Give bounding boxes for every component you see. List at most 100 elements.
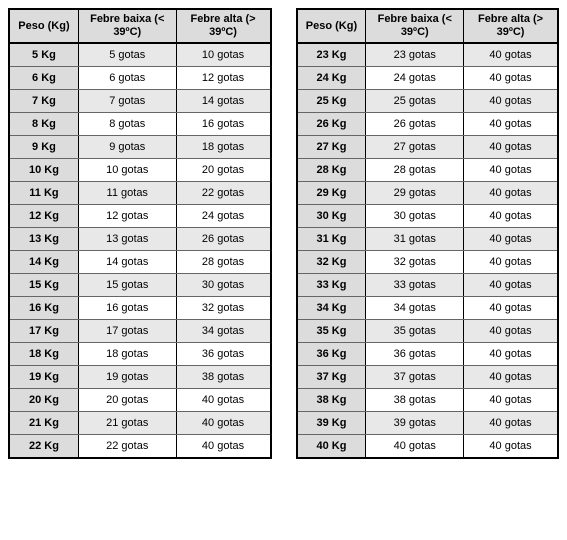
col-header-baixa: Febre baixa (< 39ºC) bbox=[366, 9, 464, 43]
cell-febre-alta: 40 gotas bbox=[464, 297, 558, 320]
table-row: 40 Kg40 gotas40 gotas bbox=[297, 435, 559, 459]
cell-febre-alta: 32 gotas bbox=[176, 297, 270, 320]
cell-febre-baixa: 39 gotas bbox=[366, 412, 464, 435]
cell-febre-baixa: 21 gotas bbox=[78, 412, 176, 435]
table-row: 23 Kg23 gotas40 gotas bbox=[297, 43, 559, 67]
table-row: 9 Kg9 gotas18 gotas bbox=[9, 136, 271, 159]
cell-peso: 17 Kg bbox=[9, 320, 78, 343]
table-row: 25 Kg25 gotas40 gotas bbox=[297, 90, 559, 113]
cell-peso: 35 Kg bbox=[297, 320, 366, 343]
cell-febre-baixa: 30 gotas bbox=[366, 205, 464, 228]
table-row: 33 Kg33 gotas40 gotas bbox=[297, 274, 559, 297]
table-row: 30 Kg30 gotas40 gotas bbox=[297, 205, 559, 228]
table-row: 28 Kg28 gotas40 gotas bbox=[297, 159, 559, 182]
cell-febre-baixa: 9 gotas bbox=[78, 136, 176, 159]
cell-peso: 29 Kg bbox=[297, 182, 366, 205]
cell-febre-baixa: 24 gotas bbox=[366, 67, 464, 90]
table-row: 39 Kg39 gotas40 gotas bbox=[297, 412, 559, 435]
cell-febre-alta: 40 gotas bbox=[464, 136, 558, 159]
table-row: 14 Kg14 gotas28 gotas bbox=[9, 251, 271, 274]
cell-febre-alta: 28 gotas bbox=[176, 251, 270, 274]
cell-febre-alta: 20 gotas bbox=[176, 159, 270, 182]
cell-febre-alta: 30 gotas bbox=[176, 274, 270, 297]
cell-febre-baixa: 20 gotas bbox=[78, 389, 176, 412]
cell-peso: 28 Kg bbox=[297, 159, 366, 182]
cell-peso: 25 Kg bbox=[297, 90, 366, 113]
cell-febre-alta: 18 gotas bbox=[176, 136, 270, 159]
table-row: 38 Kg38 gotas40 gotas bbox=[297, 389, 559, 412]
cell-peso: 23 Kg bbox=[297, 43, 366, 67]
table-row: 5 Kg5 gotas10 gotas bbox=[9, 43, 271, 67]
cell-peso: 26 Kg bbox=[297, 113, 366, 136]
cell-febre-baixa: 35 gotas bbox=[366, 320, 464, 343]
table-row: 36 Kg36 gotas40 gotas bbox=[297, 343, 559, 366]
cell-febre-baixa: 33 gotas bbox=[366, 274, 464, 297]
cell-febre-baixa: 37 gotas bbox=[366, 366, 464, 389]
cell-febre-baixa: 16 gotas bbox=[78, 297, 176, 320]
cell-febre-alta: 12 gotas bbox=[176, 67, 270, 90]
cell-peso: 14 Kg bbox=[9, 251, 78, 274]
dosage-table-right: Peso (Kg) Febre baixa (< 39ºC) Febre alt… bbox=[296, 8, 560, 459]
cell-febre-baixa: 32 gotas bbox=[366, 251, 464, 274]
cell-febre-alta: 40 gotas bbox=[464, 343, 558, 366]
table-row: 20 Kg20 gotas40 gotas bbox=[9, 389, 271, 412]
cell-febre-baixa: 11 gotas bbox=[78, 182, 176, 205]
table-row: 24 Kg24 gotas40 gotas bbox=[297, 67, 559, 90]
cell-febre-baixa: 14 gotas bbox=[78, 251, 176, 274]
cell-febre-baixa: 29 gotas bbox=[366, 182, 464, 205]
cell-febre-alta: 40 gotas bbox=[464, 412, 558, 435]
cell-febre-baixa: 6 gotas bbox=[78, 67, 176, 90]
cell-peso: 34 Kg bbox=[297, 297, 366, 320]
cell-febre-baixa: 23 gotas bbox=[366, 43, 464, 67]
cell-febre-baixa: 40 gotas bbox=[366, 435, 464, 459]
table-row: 8 Kg8 gotas16 gotas bbox=[9, 113, 271, 136]
cell-febre-alta: 40 gotas bbox=[464, 43, 558, 67]
table-row: 17 Kg17 gotas34 gotas bbox=[9, 320, 271, 343]
cell-peso: 24 Kg bbox=[297, 67, 366, 90]
col-header-alta: Febre alta (> 39ºC) bbox=[176, 9, 270, 43]
cell-febre-baixa: 26 gotas bbox=[366, 113, 464, 136]
col-header-peso: Peso (Kg) bbox=[9, 9, 78, 43]
cell-febre-baixa: 38 gotas bbox=[366, 389, 464, 412]
cell-peso: 31 Kg bbox=[297, 228, 366, 251]
cell-febre-alta: 40 gotas bbox=[176, 412, 270, 435]
cell-febre-alta: 34 gotas bbox=[176, 320, 270, 343]
cell-febre-alta: 40 gotas bbox=[464, 274, 558, 297]
cell-peso: 21 Kg bbox=[9, 412, 78, 435]
table-row: 27 Kg27 gotas40 gotas bbox=[297, 136, 559, 159]
col-header-baixa: Febre baixa (< 39ºC) bbox=[78, 9, 176, 43]
cell-febre-baixa: 17 gotas bbox=[78, 320, 176, 343]
cell-peso: 12 Kg bbox=[9, 205, 78, 228]
cell-febre-alta: 40 gotas bbox=[464, 90, 558, 113]
table-row: 11 Kg11 gotas22 gotas bbox=[9, 182, 271, 205]
cell-febre-baixa: 28 gotas bbox=[366, 159, 464, 182]
cell-febre-alta: 38 gotas bbox=[176, 366, 270, 389]
cell-peso: 40 Kg bbox=[297, 435, 366, 459]
cell-febre-alta: 24 gotas bbox=[176, 205, 270, 228]
cell-febre-baixa: 34 gotas bbox=[366, 297, 464, 320]
table-row: 6 Kg6 gotas12 gotas bbox=[9, 67, 271, 90]
cell-febre-baixa: 7 gotas bbox=[78, 90, 176, 113]
cell-febre-alta: 40 gotas bbox=[176, 389, 270, 412]
cell-febre-alta: 14 gotas bbox=[176, 90, 270, 113]
cell-peso: 5 Kg bbox=[9, 43, 78, 67]
cell-febre-alta: 10 gotas bbox=[176, 43, 270, 67]
cell-peso: 19 Kg bbox=[9, 366, 78, 389]
table-row: 10 Kg10 gotas20 gotas bbox=[9, 159, 271, 182]
cell-febre-alta: 40 gotas bbox=[464, 320, 558, 343]
cell-febre-alta: 40 gotas bbox=[464, 435, 558, 459]
cell-febre-alta: 40 gotas bbox=[464, 159, 558, 182]
cell-febre-alta: 40 gotas bbox=[464, 67, 558, 90]
cell-peso: 33 Kg bbox=[297, 274, 366, 297]
cell-febre-baixa: 12 gotas bbox=[78, 205, 176, 228]
cell-febre-alta: 40 gotas bbox=[464, 389, 558, 412]
cell-febre-alta: 40 gotas bbox=[464, 113, 558, 136]
cell-peso: 20 Kg bbox=[9, 389, 78, 412]
col-header-alta: Febre alta (> 39ºC) bbox=[464, 9, 558, 43]
table-row: 35 Kg35 gotas40 gotas bbox=[297, 320, 559, 343]
cell-peso: 16 Kg bbox=[9, 297, 78, 320]
cell-febre-baixa: 36 gotas bbox=[366, 343, 464, 366]
cell-peso: 10 Kg bbox=[9, 159, 78, 182]
table-row: 29 Kg29 gotas40 gotas bbox=[297, 182, 559, 205]
cell-febre-baixa: 8 gotas bbox=[78, 113, 176, 136]
